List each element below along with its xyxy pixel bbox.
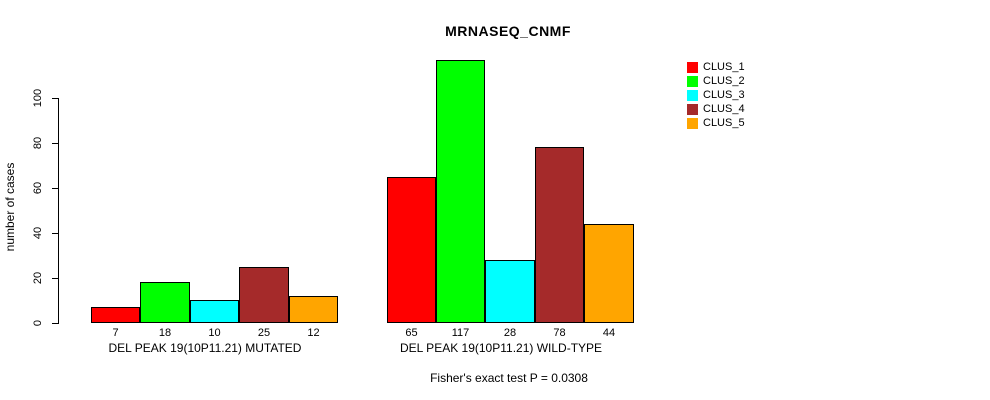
y-tick-mark — [52, 187, 58, 189]
bar-CLUS_3 — [485, 260, 535, 323]
bar-value-label: 12 — [307, 327, 320, 339]
chart-title: MRNASEQ_CNMF — [445, 23, 571, 39]
bar-CLUS_4 — [535, 147, 584, 323]
bar-CLUS_2 — [140, 282, 190, 323]
legend-swatch-CLUS_1 — [687, 62, 698, 73]
bar-CLUS_5 — [289, 296, 338, 323]
bar-value-label: 65 — [405, 327, 418, 339]
y-axis-label: number of cases — [3, 162, 17, 252]
legend-swatch-CLUS_5 — [687, 118, 698, 129]
y-tick-label: 100 — [32, 88, 44, 108]
y-tick-mark — [52, 232, 58, 234]
y-tick-mark — [52, 322, 58, 324]
y-axis-line — [58, 98, 59, 324]
group-label: DEL PEAK 19(10P11.21) MUTATED — [108, 341, 302, 355]
legend-swatch-CLUS_3 — [687, 90, 698, 101]
bar-value-label: 44 — [602, 327, 616, 339]
bar-CLUS_1 — [91, 307, 140, 323]
bar-value-label: 78 — [553, 327, 566, 339]
legend-label: CLUS_5 — [703, 117, 745, 129]
bar-value-label: 7 — [112, 327, 119, 339]
legend-label: CLUS_3 — [703, 89, 745, 101]
group-label: DEL PEAK 19(10P11.21) WILD-TYPE — [399, 341, 603, 355]
y-tick-label: 0 — [32, 319, 44, 327]
legend-label: CLUS_4 — [703, 103, 745, 115]
y-tick-mark — [52, 97, 58, 99]
y-tick-mark — [52, 277, 58, 279]
bar-value-label: 10 — [208, 327, 221, 339]
bar-value-label: 25 — [257, 327, 271, 339]
y-tick-label: 20 — [32, 271, 44, 285]
legend-label: CLUS_1 — [703, 61, 745, 73]
annotation-text: Fisher's exact test P = 0.0308 — [430, 371, 588, 385]
bar-value-label: 18 — [158, 327, 172, 339]
y-tick-mark — [52, 142, 58, 144]
bar-CLUS_1 — [387, 177, 436, 323]
bar-CLUS_3 — [190, 300, 239, 323]
y-tick-label: 40 — [32, 226, 44, 240]
y-tick-label: 80 — [32, 136, 44, 150]
bar-CLUS_2 — [436, 60, 485, 323]
legend-swatch-CLUS_2 — [687, 76, 698, 87]
bar-CLUS_4 — [239, 267, 289, 323]
bar-value-label: 117 — [451, 327, 470, 339]
legend-label: CLUS_2 — [703, 75, 745, 87]
bar-CLUS_5 — [584, 224, 634, 323]
bar-value-label: 28 — [503, 327, 517, 339]
legend-swatch-CLUS_4 — [687, 104, 698, 115]
y-tick-label: 60 — [32, 181, 44, 195]
